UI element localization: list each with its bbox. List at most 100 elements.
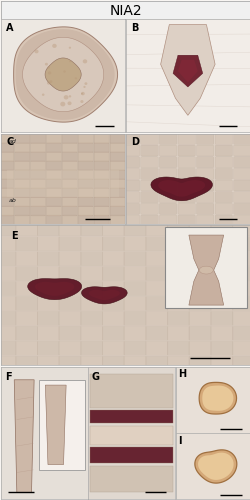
Polygon shape [22,38,103,112]
Circle shape [80,100,83,103]
FancyBboxPatch shape [233,134,250,144]
FancyBboxPatch shape [122,180,139,191]
FancyBboxPatch shape [159,192,176,202]
FancyBboxPatch shape [0,197,14,207]
FancyBboxPatch shape [0,179,14,189]
FancyBboxPatch shape [46,197,61,207]
Text: ad: ad [9,138,16,143]
Text: C: C [6,137,14,147]
FancyBboxPatch shape [15,134,30,143]
FancyBboxPatch shape [145,252,167,266]
FancyBboxPatch shape [90,410,172,424]
FancyBboxPatch shape [214,204,232,214]
FancyBboxPatch shape [188,326,210,340]
FancyBboxPatch shape [30,142,45,152]
FancyBboxPatch shape [166,326,189,340]
FancyBboxPatch shape [210,266,232,280]
FancyBboxPatch shape [196,157,213,168]
Polygon shape [188,235,223,305]
FancyBboxPatch shape [80,222,102,236]
FancyBboxPatch shape [159,180,176,191]
FancyBboxPatch shape [0,160,14,170]
FancyBboxPatch shape [145,282,167,296]
FancyBboxPatch shape [159,204,176,214]
FancyBboxPatch shape [30,152,45,162]
FancyBboxPatch shape [15,152,30,162]
FancyBboxPatch shape [188,312,210,326]
FancyBboxPatch shape [214,168,232,179]
FancyBboxPatch shape [159,134,176,144]
FancyBboxPatch shape [233,215,250,226]
FancyBboxPatch shape [0,134,14,143]
FancyBboxPatch shape [78,142,93,152]
FancyBboxPatch shape [140,168,158,179]
FancyBboxPatch shape [159,157,176,168]
FancyBboxPatch shape [102,296,124,310]
FancyBboxPatch shape [232,312,250,326]
FancyBboxPatch shape [62,134,77,143]
FancyBboxPatch shape [110,160,124,170]
FancyBboxPatch shape [196,215,213,226]
FancyBboxPatch shape [0,215,14,225]
FancyBboxPatch shape [37,252,59,266]
FancyBboxPatch shape [80,326,102,340]
FancyBboxPatch shape [145,312,167,326]
Text: G: G [92,372,100,382]
FancyBboxPatch shape [188,296,210,310]
FancyBboxPatch shape [177,157,194,168]
FancyBboxPatch shape [110,206,124,216]
FancyBboxPatch shape [62,142,77,152]
FancyBboxPatch shape [102,266,124,280]
FancyBboxPatch shape [124,266,146,280]
Polygon shape [45,58,81,91]
FancyBboxPatch shape [80,342,102,355]
FancyBboxPatch shape [59,236,81,250]
FancyBboxPatch shape [166,222,189,236]
FancyBboxPatch shape [140,145,158,156]
Polygon shape [16,29,114,120]
FancyBboxPatch shape [145,266,167,280]
FancyBboxPatch shape [94,142,109,152]
FancyBboxPatch shape [46,152,61,162]
Circle shape [81,92,83,94]
FancyBboxPatch shape [30,206,45,216]
FancyBboxPatch shape [177,192,194,202]
Circle shape [34,50,38,54]
FancyBboxPatch shape [15,206,30,216]
FancyBboxPatch shape [232,252,250,266]
FancyBboxPatch shape [188,356,210,370]
FancyBboxPatch shape [78,179,93,189]
FancyBboxPatch shape [196,192,213,202]
FancyBboxPatch shape [46,160,61,170]
FancyBboxPatch shape [124,282,146,296]
FancyBboxPatch shape [122,134,139,144]
Circle shape [83,86,85,88]
Text: H: H [178,369,186,379]
Circle shape [64,95,68,100]
Circle shape [67,102,71,105]
FancyBboxPatch shape [214,192,232,202]
FancyBboxPatch shape [232,266,250,280]
FancyBboxPatch shape [0,296,16,310]
FancyBboxPatch shape [59,222,81,236]
FancyBboxPatch shape [122,157,139,168]
FancyBboxPatch shape [94,215,109,225]
FancyBboxPatch shape [102,326,124,340]
FancyBboxPatch shape [210,342,232,355]
FancyBboxPatch shape [210,312,232,326]
FancyBboxPatch shape [59,266,81,280]
FancyBboxPatch shape [94,179,109,189]
FancyBboxPatch shape [16,222,38,236]
Circle shape [49,80,52,83]
FancyBboxPatch shape [145,222,167,236]
FancyBboxPatch shape [46,179,61,189]
FancyBboxPatch shape [30,134,45,143]
FancyBboxPatch shape [15,179,30,189]
FancyBboxPatch shape [122,204,139,214]
FancyBboxPatch shape [46,134,61,143]
FancyBboxPatch shape [232,282,250,296]
Polygon shape [14,380,34,492]
FancyBboxPatch shape [90,448,172,463]
FancyBboxPatch shape [177,204,194,214]
FancyBboxPatch shape [188,252,210,266]
